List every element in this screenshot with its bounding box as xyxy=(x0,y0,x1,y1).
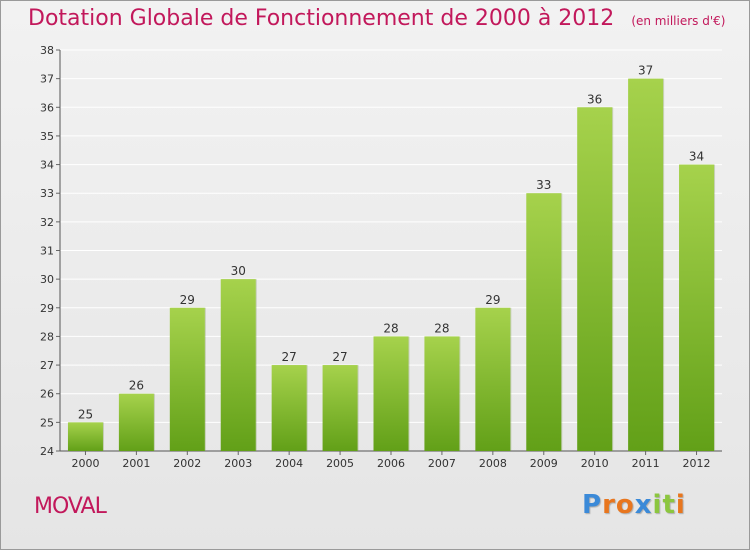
data-label: 30 xyxy=(231,264,246,278)
y-tick-label: 28 xyxy=(40,330,54,343)
data-label: 29 xyxy=(485,293,500,307)
y-tick-label: 25 xyxy=(40,416,54,429)
data-label: 36 xyxy=(587,92,602,106)
bar xyxy=(271,365,307,451)
y-tick-label: 26 xyxy=(40,388,54,401)
logo-letter: x xyxy=(634,490,653,520)
y-tick-label: 27 xyxy=(40,359,54,372)
bar xyxy=(424,336,460,451)
y-tick-label: 36 xyxy=(40,101,54,114)
chart-title-line: Dotation Globale de Fonctionnement de 20… xyxy=(28,6,725,31)
logo-letter: t xyxy=(662,490,676,520)
x-tick-label: 2012 xyxy=(683,457,711,470)
bar xyxy=(526,193,562,451)
proxiti-logo: Proxiti xyxy=(582,490,686,520)
bar xyxy=(322,365,358,451)
bar xyxy=(628,78,664,452)
y-tick-label: 34 xyxy=(40,159,54,172)
x-tick-label: 2001 xyxy=(122,457,150,470)
y-tick-label: 31 xyxy=(40,245,54,258)
data-label: 28 xyxy=(383,321,398,335)
bar xyxy=(67,422,103,451)
y-tick-label: 35 xyxy=(40,130,54,143)
data-label: 27 xyxy=(282,350,297,364)
bar xyxy=(220,279,256,451)
y-tick-label: 37 xyxy=(40,73,54,86)
y-tick-label: 38 xyxy=(40,44,54,57)
logo-letter: o xyxy=(615,490,635,520)
y-tick-label: 33 xyxy=(40,187,54,200)
x-tick-label: 2005 xyxy=(326,457,354,470)
bar xyxy=(577,107,613,452)
data-label: 34 xyxy=(689,150,704,164)
data-label: 33 xyxy=(536,178,551,192)
bar xyxy=(679,164,715,452)
data-label: 28 xyxy=(434,321,449,335)
y-tick-label: 24 xyxy=(40,445,54,458)
chart-subtitle: (en milliers d'€) xyxy=(631,14,726,28)
x-tick-label: 2003 xyxy=(224,457,252,470)
place-name: MOVAL xyxy=(34,494,107,519)
x-tick-label: 2002 xyxy=(173,457,201,470)
x-tick-label: 2008 xyxy=(479,457,507,470)
x-tick-label: 2006 xyxy=(377,457,405,470)
data-label: 25 xyxy=(78,407,93,421)
x-tick-label: 2000 xyxy=(71,457,99,470)
data-label: 37 xyxy=(638,64,653,78)
logo-letter: i xyxy=(652,490,663,520)
logo-letter: P xyxy=(582,490,603,520)
chart-title: Dotation Globale de Fonctionnement de 20… xyxy=(28,6,615,31)
x-tick-label: 2009 xyxy=(530,457,558,470)
logo-letter: i xyxy=(675,490,686,520)
bar xyxy=(475,307,511,451)
data-label: 29 xyxy=(180,293,195,307)
logo-letter: r xyxy=(602,490,616,520)
y-tick-label: 30 xyxy=(40,273,54,286)
x-tick-label: 2004 xyxy=(275,457,303,470)
x-tick-label: 2010 xyxy=(581,457,609,470)
bar xyxy=(118,393,154,451)
data-label: 27 xyxy=(332,350,347,364)
y-tick-label: 32 xyxy=(40,216,54,229)
bar xyxy=(169,307,205,451)
x-tick-label: 2007 xyxy=(428,457,456,470)
data-label: 26 xyxy=(129,379,144,393)
x-tick-label: 2011 xyxy=(632,457,660,470)
bar xyxy=(373,336,409,451)
y-tick-label: 29 xyxy=(40,302,54,315)
